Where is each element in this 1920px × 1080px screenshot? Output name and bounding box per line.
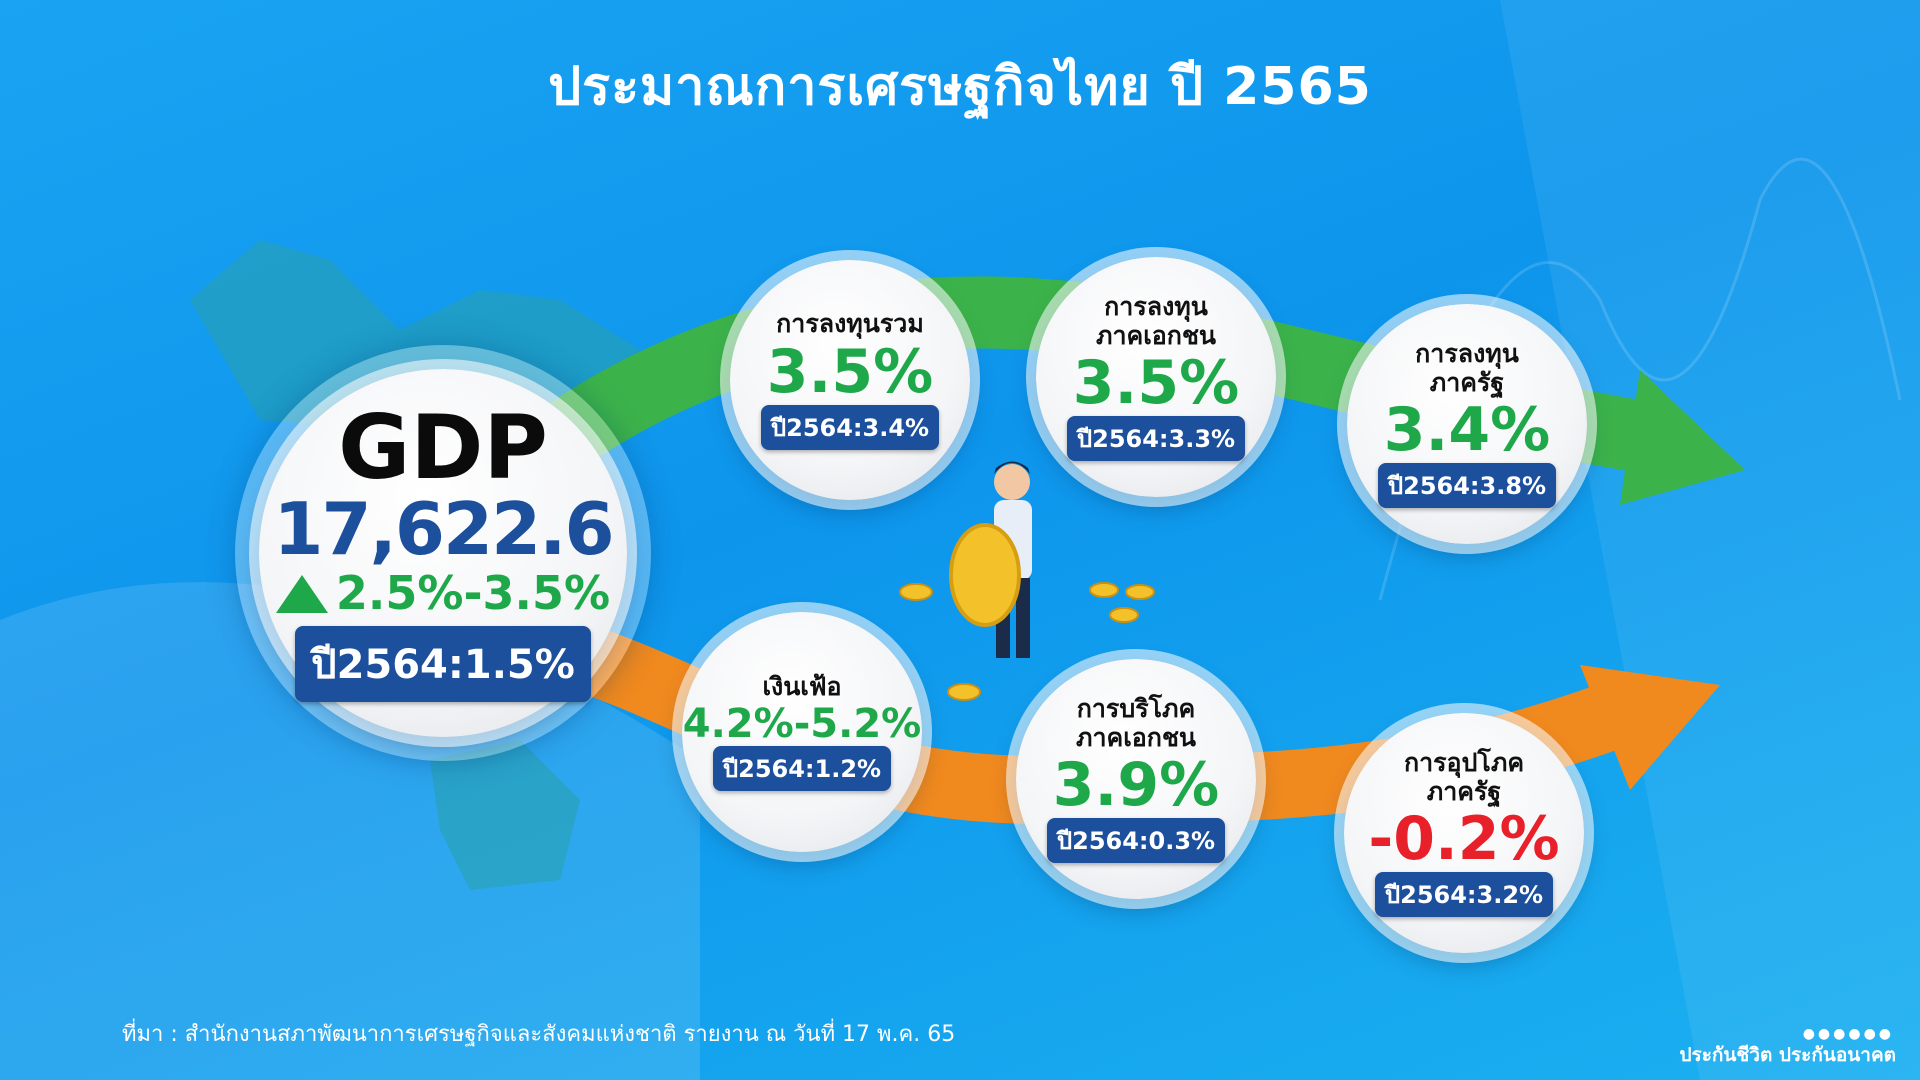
- gdp-label: GDP: [338, 395, 548, 499]
- light-shape: [1500, 0, 1920, 1080]
- indicator-previous: ปี2564:3.8%: [1377, 463, 1557, 509]
- gdp-circle: GDP 17,622.6 2.5%-3.5% ปี2564:1.5%: [259, 369, 627, 737]
- title: ประมาณการเศรษฐกิจไทย ปี 2565: [548, 57, 1372, 117]
- indicator-label: การบริโภค ภาคเอกชน: [1076, 693, 1196, 752]
- indicator-circle: การลงทุน ภาครัฐ 3.4% ปี2564:3.8%: [1347, 304, 1587, 544]
- indicator-previous: ปี2564:1.2%: [712, 745, 892, 791]
- indicator-value: 3.5%: [1072, 348, 1240, 419]
- gdp-growth-row: 2.5%-3.5%: [275, 566, 611, 621]
- indicator-previous: ปี2564:0.3%: [1046, 818, 1226, 864]
- green-arrowhead: [1620, 370, 1745, 505]
- indicator-circle: การอุปโภค ภาครัฐ -0.2% ปี2564:3.2%: [1344, 713, 1584, 953]
- map-shape: [190, 240, 640, 430]
- indicator-previous: ปี2564:3.2%: [1374, 872, 1554, 918]
- indicator-value: 3.9%: [1052, 750, 1220, 821]
- indicator-value: 4.2%-5.2%: [682, 700, 922, 747]
- indicator-previous: ปี2564:3.4%: [760, 404, 940, 450]
- gdp-value: 17,622.6: [273, 486, 614, 571]
- gdp-previous: ปี2564:1.5%: [295, 626, 591, 703]
- indicator-label: เงินเฟ้อ: [762, 672, 842, 702]
- person-icon: [949, 461, 1032, 658]
- indicator-circle: เงินเฟ้อ 4.2%-5.2% ปี2564:1.2%: [682, 612, 922, 852]
- indicator-value: 3.5%: [766, 336, 934, 407]
- dots: ●●●●●●: [1802, 1026, 1894, 1042]
- indicator-label: การอุปโภค ภาครัฐ: [1403, 747, 1525, 806]
- indicator-label: การลงทุนรวม: [776, 309, 924, 339]
- indicator-circle: การบริโภค ภาคเอกชน 3.9% ปี2564:0.3%: [1016, 659, 1256, 899]
- source: ที่มา : สำนักงานสภาพัฒนาการเศรษฐกิจและสั…: [122, 1022, 956, 1047]
- indicator-label: การลงทุน ภาครัฐ: [1415, 338, 1519, 397]
- indicator-previous: ปี2564:3.3%: [1066, 416, 1246, 462]
- indicator-label: การลงทุน ภาคเอกชน: [1096, 291, 1216, 350]
- indicator-circle: การลงทุนรวม 3.5% ปี2564:3.4%: [730, 260, 970, 500]
- indicator-circle: การลงทุน ภาคเอกชน 3.5% ปี2564:3.3%: [1036, 257, 1276, 497]
- orange-arrowhead: [1580, 665, 1720, 790]
- indicator-value: 3.4%: [1383, 395, 1551, 466]
- brand: ประกันชีวิต ประกันอนาคต: [1679, 1044, 1896, 1066]
- gdp-growth: 2.5%-3.5%: [335, 566, 611, 621]
- indicator-value: -0.2%: [1368, 804, 1560, 875]
- up-triangle: [275, 574, 328, 613]
- coins: [899, 582, 1155, 701]
- map-shape: [430, 740, 580, 890]
